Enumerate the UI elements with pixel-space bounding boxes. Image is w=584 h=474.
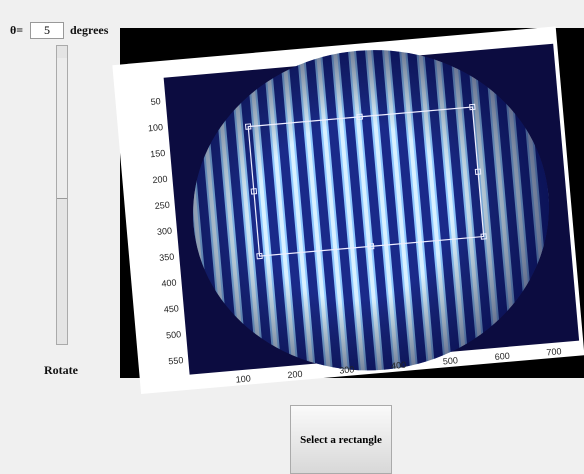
x-tick-label: 600 bbox=[494, 351, 510, 362]
x-tick-label: 100 bbox=[235, 373, 251, 384]
y-tick-label: 500 bbox=[166, 329, 182, 340]
y-tick-label: 300 bbox=[157, 226, 173, 237]
app: θ= 5 degrees Rotate 100200300400500600 bbox=[0, 0, 584, 474]
y-tick-label: 50 bbox=[150, 96, 161, 107]
x-tick-label: 400 bbox=[391, 360, 407, 371]
figure: 100 200 300 400 500 600 700 50 100 150 200 250 300 35… bbox=[0, 0, 584, 400]
y-tick-label: 550 bbox=[168, 355, 184, 366]
select-rectangle-button[interactable]: Select a rectangle bbox=[290, 405, 392, 474]
x-tick-label: 700 bbox=[546, 346, 562, 357]
x-tick-label: 200 bbox=[287, 369, 303, 380]
x-tick-label: 300 bbox=[339, 364, 355, 375]
y-tick-label: 100 bbox=[148, 122, 164, 133]
rotated-image: 100 200 300 400 500 600 700 50 100 150 200 250 300 35… bbox=[112, 26, 584, 394]
x-tick-label: 500 bbox=[442, 355, 458, 366]
y-tick-label: 200 bbox=[152, 174, 168, 185]
y-tick-label: 250 bbox=[154, 200, 170, 211]
y-tick-label: 400 bbox=[161, 277, 177, 288]
y-tick-label: 350 bbox=[159, 252, 175, 263]
y-tick-label: 450 bbox=[163, 303, 179, 314]
y-tick-label: 150 bbox=[150, 148, 166, 159]
